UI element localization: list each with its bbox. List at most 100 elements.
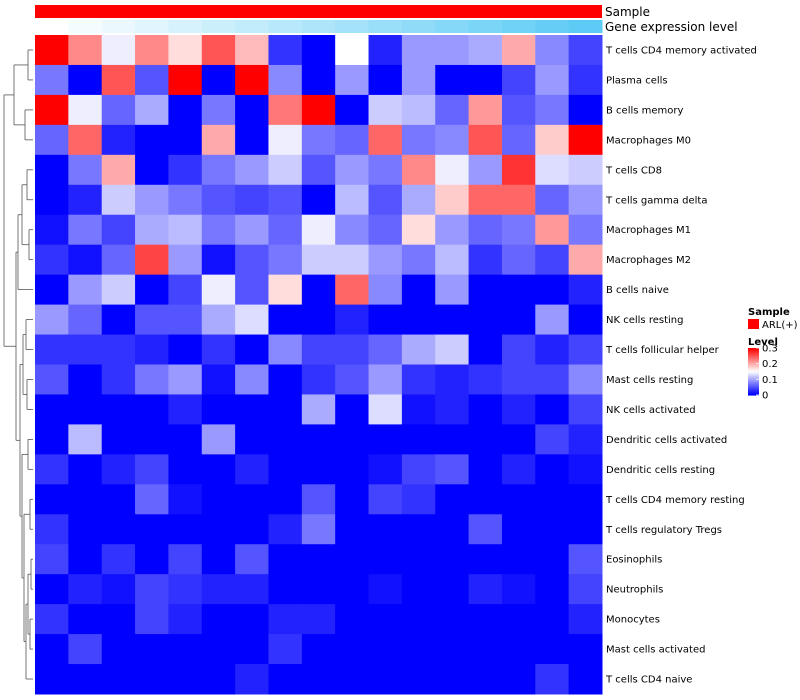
legend-bar-step xyxy=(748,383,759,386)
heatmap-cell xyxy=(201,364,236,395)
heatmap-cell xyxy=(501,604,536,635)
row-label: T cells gamma delta xyxy=(605,195,707,206)
heatmap-cell xyxy=(435,124,470,156)
heatmap-cell xyxy=(35,214,69,246)
heatmap-cell xyxy=(301,454,336,485)
heatmap-cell xyxy=(268,94,303,126)
heatmap-cell xyxy=(268,604,303,635)
heatmap-cell xyxy=(268,364,303,395)
heatmap-cell xyxy=(301,94,336,126)
heatmap-cell xyxy=(335,304,370,336)
heatmap-cell xyxy=(135,544,169,575)
legend-sample-title: Sample xyxy=(748,307,790,318)
heatmap-cell xyxy=(201,454,236,485)
heatmap-cell xyxy=(268,274,303,306)
heatmap-cell xyxy=(335,364,370,395)
row-label: Neutrophils xyxy=(606,585,663,596)
heatmap-cell xyxy=(235,634,269,665)
heatmap-cell xyxy=(301,244,336,276)
heatmap-cell xyxy=(335,424,370,455)
heatmap-cell xyxy=(435,35,470,66)
row-label: Mast cells resting xyxy=(606,375,693,386)
row-label: Monocytes xyxy=(606,615,660,626)
heatmap-cell xyxy=(135,574,169,605)
heatmap-cell xyxy=(201,424,236,455)
heatmap-cell xyxy=(268,124,303,156)
heatmap-cell xyxy=(235,544,269,575)
heatmap-cell xyxy=(368,394,403,425)
heatmap-cell xyxy=(135,454,169,485)
heatmap-cell xyxy=(401,424,436,455)
heatmap-cell xyxy=(535,244,570,276)
heatmap-cell xyxy=(468,64,503,96)
heatmap-cell xyxy=(35,514,69,545)
heatmap-cell xyxy=(268,64,303,96)
legend-bar-step xyxy=(748,393,759,396)
heatmap-cell xyxy=(568,94,603,126)
heatmap-cell xyxy=(301,604,336,635)
heatmap-cell xyxy=(435,574,470,605)
heatmap-cell xyxy=(168,304,203,336)
heatmap-cell xyxy=(468,424,503,455)
heatmap-cell xyxy=(435,394,470,425)
heatmap-cell xyxy=(268,634,303,665)
heatmap-cell xyxy=(235,304,269,336)
heatmap-cell xyxy=(368,184,403,216)
heatmap-cell xyxy=(368,94,403,126)
heatmap-cell xyxy=(335,94,370,126)
heatmap-cell xyxy=(168,484,203,515)
heatmap-cell xyxy=(535,634,570,665)
legend-tick-label: 0.2 xyxy=(762,359,778,370)
heatmap-cell xyxy=(401,35,436,66)
legend-bar-step xyxy=(748,375,759,377)
heatmap-cell xyxy=(401,154,436,186)
heatmap-cell xyxy=(268,454,303,485)
heatmap-cell xyxy=(501,214,536,246)
heatmap-cell xyxy=(135,484,169,515)
heatmap-cell xyxy=(35,634,69,665)
heatmap-cell xyxy=(501,664,536,695)
heatmap-cell xyxy=(168,454,203,485)
heatmap-cell xyxy=(501,35,536,66)
heatmap-cell xyxy=(401,64,436,96)
heatmap-cell xyxy=(535,214,570,246)
heatmap-cell xyxy=(201,514,236,545)
heatmap-cell xyxy=(301,544,336,575)
heatmap-cell xyxy=(168,274,203,306)
heatmap-cell xyxy=(135,604,169,635)
heatmap-cell xyxy=(268,484,303,515)
heatmap-cell xyxy=(401,514,436,545)
heatmap-cell xyxy=(535,574,570,605)
heatmap-cell xyxy=(368,634,403,665)
heatmap-cell xyxy=(35,484,69,515)
heatmap-cell xyxy=(401,484,436,515)
legend-bar-step xyxy=(748,378,759,381)
heatmap-cell xyxy=(35,244,69,276)
heatmap-cell xyxy=(135,244,169,276)
heatmap-cell xyxy=(368,334,403,365)
heatmap-cell xyxy=(35,394,69,425)
heatmap-cell xyxy=(235,574,269,605)
heatmap-cell xyxy=(435,64,470,96)
legend-bar-step xyxy=(748,351,759,354)
heatmap-cell xyxy=(468,274,503,306)
heatmap-cell xyxy=(301,424,336,455)
legend-bar-step xyxy=(748,389,759,391)
heatmap-cell xyxy=(201,604,236,635)
annotation-cell-gene-expression xyxy=(168,20,203,33)
heatmap-cell xyxy=(235,64,269,96)
heatmap-cell xyxy=(468,184,503,216)
heatmap-cell xyxy=(368,424,403,455)
heatmap-cell xyxy=(68,574,103,605)
annotation-cell-gene-expression xyxy=(235,20,269,33)
heatmap-cell xyxy=(435,364,470,395)
heatmap-cell xyxy=(135,35,169,66)
heatmap-cell xyxy=(535,274,570,306)
annotation-cell-gene-expression xyxy=(335,20,370,33)
heatmap-cell xyxy=(168,184,203,216)
heatmap-cell xyxy=(268,184,303,216)
heatmap-cell xyxy=(35,35,69,66)
heatmap-cell xyxy=(168,124,203,156)
heatmap-cell xyxy=(235,94,269,126)
